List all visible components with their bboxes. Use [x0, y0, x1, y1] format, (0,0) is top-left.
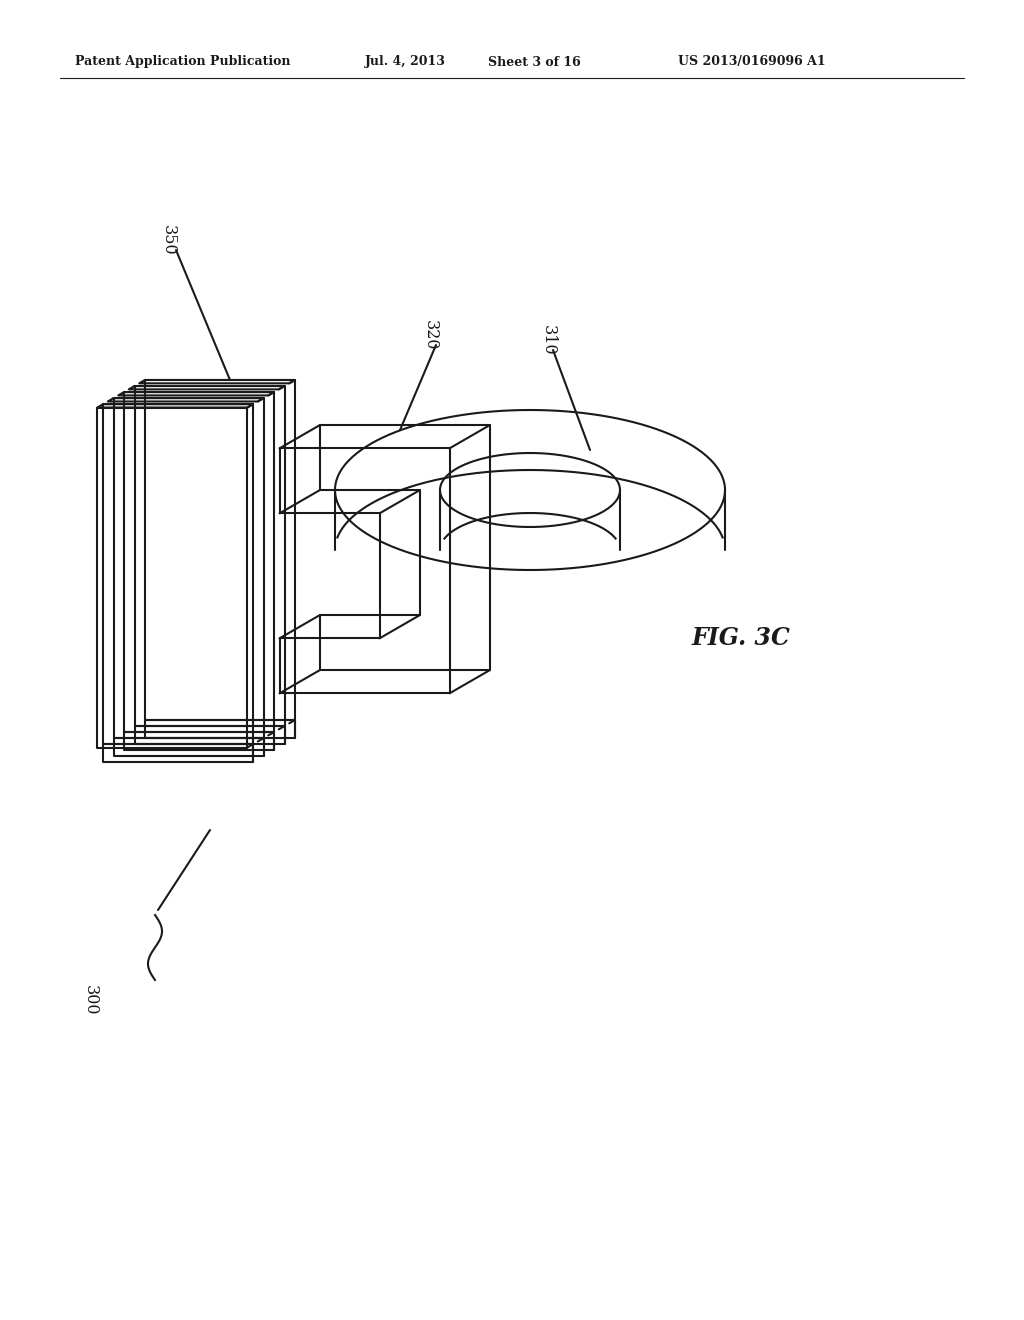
Text: Jul. 4, 2013: Jul. 4, 2013	[365, 55, 445, 69]
Text: FIG. 3C: FIG. 3C	[692, 626, 791, 649]
Text: 350: 350	[160, 224, 176, 255]
Text: 320: 320	[422, 319, 438, 350]
Text: 310: 310	[540, 325, 556, 355]
Text: US 2013/0169096 A1: US 2013/0169096 A1	[678, 55, 825, 69]
Text: 300: 300	[82, 985, 98, 1015]
Text: Patent Application Publication: Patent Application Publication	[75, 55, 291, 69]
Text: Sheet 3 of 16: Sheet 3 of 16	[488, 55, 581, 69]
